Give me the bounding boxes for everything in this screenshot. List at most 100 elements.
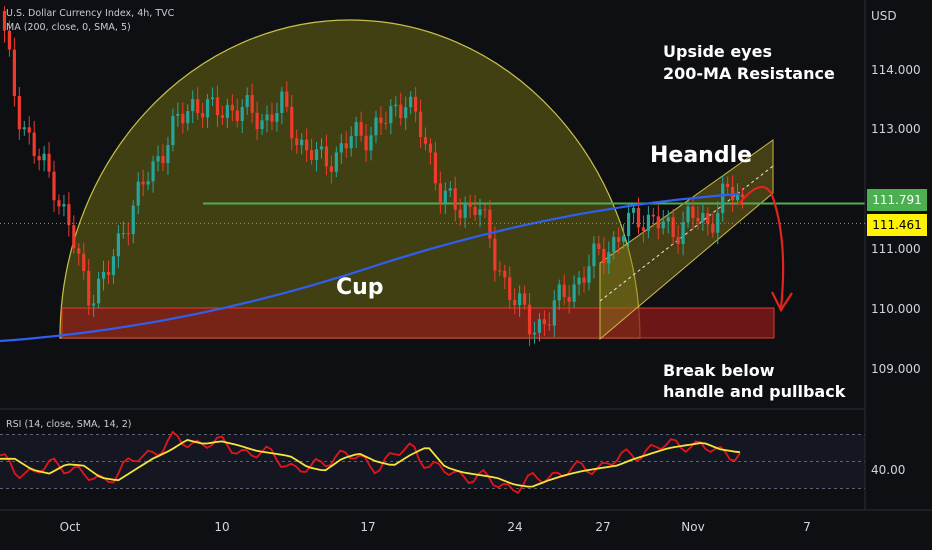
candle-body [622,236,626,242]
projection-path [737,185,785,309]
candle-body [617,237,621,242]
candle-body [453,188,457,210]
candle-body [597,243,601,249]
candle-body [67,204,71,226]
time-tick: 10 [214,520,230,534]
candle-body [701,213,705,222]
candle-body [344,143,348,149]
ma-indicator-label: MA (200, close, 0, SMA, 5) [6,22,131,33]
resistance-note-line1: Upside eyes [663,42,772,61]
candle-body [82,253,86,271]
candle-body [305,139,309,151]
candle-body [161,156,165,164]
candle-body [631,207,636,213]
candle-body [275,112,279,122]
candle-body [414,96,418,112]
projection-arrow [737,185,793,313]
candle-body [62,204,66,207]
candle-body [196,99,200,114]
candle-body [537,319,542,333]
candle-body [503,270,507,278]
candle-body [22,127,26,130]
candle-body [111,256,116,275]
candle-body [696,218,700,222]
candle-body [290,106,294,139]
support-zone-rect [61,307,775,339]
candle-body [215,97,220,116]
candle-body [42,153,46,161]
candle-body [131,205,135,234]
candle-body [265,114,269,121]
candle-body [552,300,556,326]
candle-body [448,188,452,191]
projection-arrowhead [771,291,793,313]
rsi-ma-line [0,439,741,488]
candle-body [72,225,76,249]
price-tick: 110.000 [871,302,921,316]
candle-body [57,200,61,207]
rsi-line [0,430,741,495]
candle-body [458,209,462,218]
candle-body [582,277,586,283]
candle-body [364,135,368,151]
candle-body [443,190,447,203]
candle-body [37,156,41,161]
handle-label: Heandle [650,143,753,168]
candle-body [671,217,675,238]
handle-channel [599,139,774,341]
candle-body [77,248,81,254]
candle-body [394,104,398,107]
candle-body [641,227,646,231]
candle-body [156,156,160,162]
rsi-lines [0,430,741,495]
candle-body [428,143,433,153]
candle-body [121,233,125,235]
ma-200-line [0,192,741,343]
candle-body [230,104,234,111]
candlesticks [2,6,745,346]
candle-body [280,91,284,113]
candle-body [106,271,111,275]
candle-body [676,237,680,245]
candle-body [423,137,428,144]
candle-body [478,209,482,216]
candle-body [542,319,546,325]
candle-body [646,214,651,231]
candle-body [661,221,665,229]
time-tick: 7 [803,520,811,534]
candle-body [92,303,96,306]
candle-body [191,99,195,112]
candle-body [740,194,745,198]
candle-body [721,183,725,214]
candle-body [433,152,438,184]
candle-body [656,216,660,229]
candle-body [136,181,140,206]
candle-body [359,122,363,136]
candle-body [151,161,155,182]
candle-body [374,117,378,136]
time-tick: 27 [595,520,611,534]
candle-body [87,270,91,306]
candle-body [270,114,274,122]
moving-average-line [0,192,741,343]
candle-body [250,95,254,113]
time-tick: 24 [507,520,523,534]
candle-body [468,203,472,207]
candle-body [508,277,512,300]
candle-body [562,284,566,297]
price-tick: 111.000 [871,242,921,256]
candle-body [220,115,225,118]
candle-body [716,213,720,233]
candle-body [577,277,581,285]
candle-body [349,136,353,149]
candle-body [488,209,492,239]
candle-body [245,95,249,108]
candle-body [295,138,299,146]
cup-label: Cup [336,275,384,300]
candle-body [681,222,685,245]
candle-body [522,293,527,305]
candle-body [181,113,185,124]
candle-body [513,299,517,306]
candle-body [418,111,423,138]
candle-body [32,132,36,157]
